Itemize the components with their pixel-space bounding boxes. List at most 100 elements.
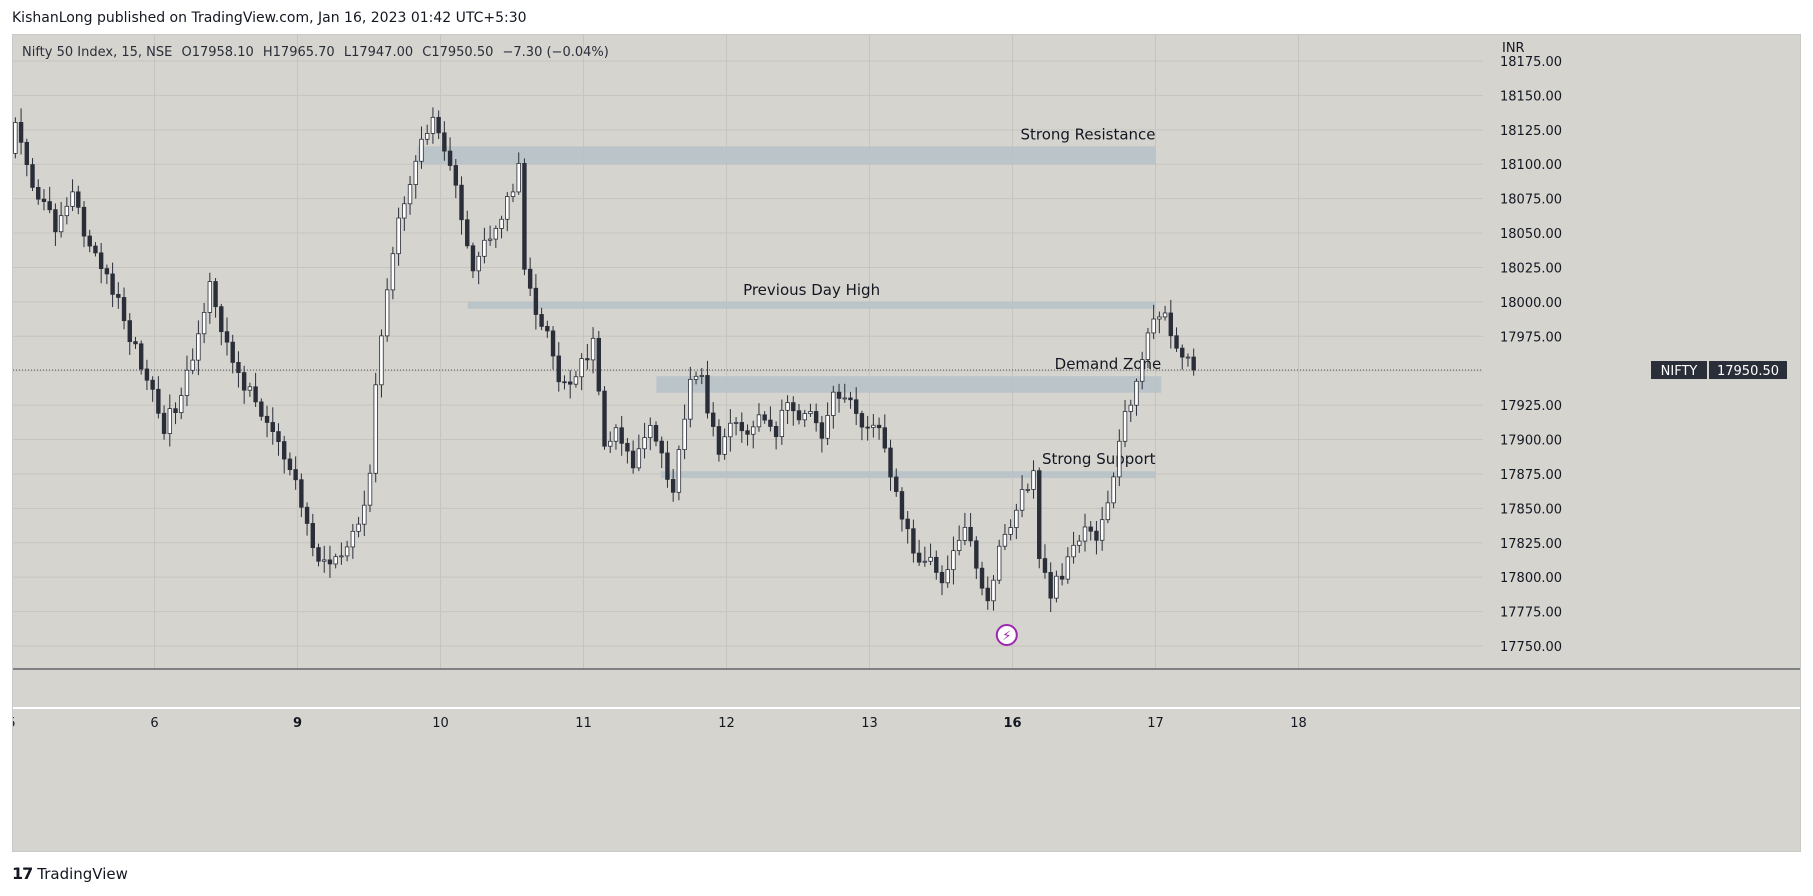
candle-body[interactable] bbox=[648, 425, 653, 438]
candle-body[interactable] bbox=[161, 412, 167, 434]
candle-body[interactable] bbox=[934, 556, 939, 573]
candle-body[interactable] bbox=[813, 411, 819, 424]
candle-body[interactable] bbox=[1082, 526, 1088, 542]
candle-body[interactable] bbox=[281, 441, 287, 460]
candle-body[interactable] bbox=[665, 452, 670, 480]
candle-body[interactable] bbox=[1008, 527, 1013, 535]
candle-body[interactable] bbox=[1014, 509, 1019, 528]
candle-body[interactable] bbox=[384, 289, 390, 337]
candle-body[interactable] bbox=[1128, 404, 1133, 412]
candle-body[interactable] bbox=[350, 530, 356, 548]
candle-body[interactable] bbox=[510, 191, 516, 197]
candle-body[interactable] bbox=[705, 375, 710, 414]
candle-body[interactable] bbox=[779, 409, 785, 438]
candle-body[interactable] bbox=[562, 381, 567, 384]
candle-body[interactable] bbox=[630, 450, 636, 469]
candle-body[interactable] bbox=[871, 424, 876, 428]
candle-body[interactable] bbox=[173, 408, 178, 414]
candle-body[interactable] bbox=[888, 447, 893, 478]
chart-frame[interactable]: Strong Resistance Previous Day High Demand… bbox=[12, 34, 1801, 852]
candle-body[interactable] bbox=[499, 218, 504, 229]
candle-body[interactable] bbox=[1019, 489, 1025, 511]
candle-body[interactable] bbox=[905, 518, 910, 530]
candle-body[interactable] bbox=[413, 160, 418, 185]
candle-body[interactable] bbox=[287, 458, 293, 470]
candle-body[interactable] bbox=[991, 579, 996, 602]
candle-body[interactable] bbox=[487, 238, 493, 241]
candle-body[interactable] bbox=[773, 426, 779, 438]
candle-body[interactable] bbox=[682, 418, 687, 451]
candle-body[interactable] bbox=[956, 539, 962, 552]
candle-body[interactable] bbox=[516, 162, 521, 193]
candle-body[interactable] bbox=[133, 341, 138, 345]
zone-rect[interactable] bbox=[660, 471, 1156, 479]
candle-body[interactable] bbox=[911, 528, 916, 554]
candle-body[interactable] bbox=[1094, 530, 1099, 541]
candle-body[interactable] bbox=[356, 523, 361, 532]
candle-body[interactable] bbox=[339, 555, 344, 558]
candle-body[interactable] bbox=[876, 424, 882, 429]
candle-body[interactable] bbox=[579, 358, 584, 378]
candle-body[interactable] bbox=[608, 440, 613, 447]
candle-body[interactable] bbox=[264, 415, 270, 423]
candle-body[interactable] bbox=[299, 479, 304, 508]
candle-body[interactable] bbox=[1037, 470, 1042, 559]
candle-body[interactable] bbox=[848, 397, 853, 401]
candle-body[interactable] bbox=[156, 388, 161, 414]
candle-body[interactable] bbox=[465, 219, 470, 247]
candle-body[interactable] bbox=[962, 526, 968, 541]
candle-body[interactable] bbox=[150, 379, 155, 390]
zone-rect[interactable] bbox=[417, 146, 1156, 165]
legend-symbol[interactable]: Nifty 50 Index, 15, NSE bbox=[22, 45, 173, 60]
candle-body[interactable] bbox=[1162, 312, 1168, 318]
candle-body[interactable] bbox=[276, 431, 281, 442]
candle-body[interactable] bbox=[230, 341, 235, 363]
candle-body[interactable] bbox=[1077, 540, 1082, 546]
candle-body[interactable] bbox=[224, 331, 230, 343]
candle-body[interactable] bbox=[1191, 356, 1196, 371]
candle-body[interactable] bbox=[201, 311, 207, 335]
candle-body[interactable] bbox=[1140, 359, 1145, 382]
candle-body[interactable] bbox=[522, 162, 527, 270]
candle-body[interactable] bbox=[333, 556, 338, 565]
candle-body[interactable] bbox=[1025, 489, 1030, 491]
candle-body[interactable] bbox=[236, 362, 241, 374]
candle-body[interactable] bbox=[98, 252, 104, 269]
candle-body[interactable] bbox=[447, 150, 453, 166]
candle-body[interactable] bbox=[1048, 572, 1053, 599]
candle-body[interactable] bbox=[116, 293, 121, 298]
candle-body[interactable] bbox=[1071, 544, 1076, 558]
candle-body[interactable] bbox=[716, 426, 722, 455]
candle-body[interactable] bbox=[831, 391, 836, 416]
candle-body[interactable] bbox=[916, 552, 922, 563]
candle-body[interactable] bbox=[93, 245, 98, 254]
candle-body[interactable] bbox=[1168, 312, 1173, 337]
candle-body[interactable] bbox=[253, 386, 258, 403]
candle-body[interactable] bbox=[1180, 347, 1185, 358]
candle-body[interactable] bbox=[179, 395, 184, 414]
candle-body[interactable] bbox=[945, 569, 950, 584]
candle-body[interactable] bbox=[928, 556, 933, 562]
candle-body[interactable] bbox=[247, 386, 253, 391]
candle-body[interactable] bbox=[653, 425, 659, 442]
candle-body[interactable] bbox=[899, 491, 905, 520]
candle-body[interactable] bbox=[545, 325, 550, 332]
candle-body[interactable] bbox=[585, 358, 590, 361]
candle-body[interactable] bbox=[87, 235, 92, 247]
candle-body[interactable] bbox=[808, 411, 813, 414]
candle-body[interactable] bbox=[1059, 575, 1065, 580]
candle-body[interactable] bbox=[459, 184, 464, 221]
candle-body[interactable] bbox=[985, 587, 990, 602]
candle-body[interactable] bbox=[207, 281, 213, 313]
candle-body[interactable] bbox=[322, 559, 327, 562]
candle-body[interactable] bbox=[390, 253, 396, 291]
candle-body[interactable] bbox=[1002, 533, 1008, 547]
candle-body[interactable] bbox=[596, 337, 601, 392]
candle-body[interactable] bbox=[636, 448, 642, 469]
candle-body[interactable] bbox=[619, 427, 624, 444]
candle-body[interactable] bbox=[270, 422, 275, 432]
candle-body[interactable] bbox=[1145, 332, 1151, 360]
candle-body[interactable] bbox=[304, 506, 310, 524]
candle-body[interactable] bbox=[573, 376, 579, 385]
candle-body[interactable] bbox=[951, 550, 956, 571]
